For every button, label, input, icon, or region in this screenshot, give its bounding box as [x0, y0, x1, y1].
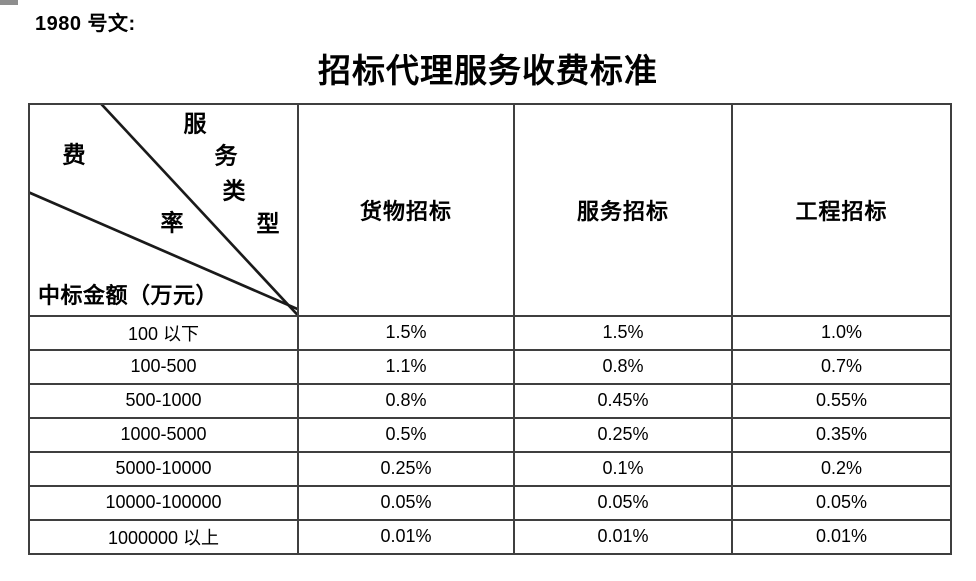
- table-row: 1000000 以上 0.01% 0.01% 0.01%: [28, 518, 952, 556]
- amount-range-cell: 500-1000: [28, 382, 299, 419]
- service-type-char-2: 务: [214, 142, 238, 170]
- amount-range-cell: 1000-5000: [28, 416, 299, 453]
- engineering-rate-cell: 0.2%: [731, 450, 952, 487]
- engineering-rate-cell: 0.01%: [731, 518, 952, 556]
- engineering-rate-cell: 0.35%: [731, 416, 952, 453]
- goods-rate-cell: 0.25%: [297, 450, 515, 487]
- goods-rate-cell: 0.5%: [297, 416, 515, 453]
- table-row: 10000-100000 0.05% 0.05% 0.05%: [28, 484, 952, 521]
- services-rate-cell: 0.25%: [513, 416, 733, 453]
- amount-range-cell: 1000000 以上: [28, 518, 299, 556]
- engineering-rate-cell: 0.55%: [731, 382, 952, 419]
- goods-rate-cell: 0.05%: [297, 484, 515, 521]
- services-rate-cell: 0.45%: [513, 382, 733, 419]
- table-row: 500-1000 0.8% 0.45% 0.55%: [28, 382, 952, 419]
- engineering-rate-cell: 1.0%: [731, 314, 952, 351]
- service-type-char-1: 服: [183, 110, 207, 138]
- table-row: 100-500 1.1% 0.8% 0.7%: [28, 348, 952, 385]
- goods-rate-cell: 0.8%: [297, 382, 515, 419]
- amount-range-cell: 5000-10000: [28, 450, 299, 487]
- diagonal-header-cell: 服 务 类 型 费 率 中标金额（万元）: [28, 103, 299, 317]
- amount-range-cell: 100 以下: [28, 314, 299, 351]
- page-title: 招标代理服务收费标准: [318, 51, 658, 90]
- table-row: 1000-5000 0.5% 0.25% 0.35%: [28, 416, 952, 453]
- column-header-services: 服务招标: [513, 103, 733, 317]
- services-rate-cell: 0.8%: [513, 348, 733, 385]
- fee-standard-table: 服 务 类 型 费 率 中标金额（万元） 货物招标 服务招标 工程招标 100 …: [28, 103, 952, 556]
- services-rate-cell: 1.5%: [513, 314, 733, 351]
- table-row: 100 以下 1.5% 1.5% 1.0%: [28, 314, 952, 351]
- column-header-engineering: 工程招标: [731, 103, 952, 317]
- fee-rate-char-2: 率: [160, 209, 184, 237]
- table-row: 5000-10000 0.25% 0.1% 0.2%: [28, 450, 952, 487]
- services-rate-cell: 0.01%: [513, 518, 733, 556]
- row-axis-label: 中标金额（万元）: [38, 282, 219, 309]
- goods-rate-cell: 1.5%: [297, 314, 515, 351]
- engineering-rate-cell: 0.05%: [731, 484, 952, 521]
- diagonal-header-inner: 服 务 类 型 费 率 中标金额（万元）: [31, 105, 296, 314]
- goods-rate-cell: 1.1%: [297, 348, 515, 385]
- screen-corner-artifact: [0, 0, 18, 5]
- goods-rate-cell: 0.01%: [297, 518, 515, 556]
- column-header-goods: 货物招标: [297, 103, 515, 317]
- amount-range-cell: 100-500: [28, 348, 299, 385]
- services-rate-cell: 0.05%: [513, 484, 733, 521]
- fee-rate-char-1: 费: [62, 141, 86, 169]
- doc-number-label: 1980 号文:: [35, 13, 136, 35]
- service-type-char-4: 型: [256, 210, 280, 238]
- services-rate-cell: 0.1%: [513, 450, 733, 487]
- service-type-char-3: 类: [222, 177, 246, 205]
- engineering-rate-cell: 0.7%: [731, 348, 952, 385]
- table-header-row: 服 务 类 型 费 率 中标金额（万元） 货物招标 服务招标 工程招标: [28, 103, 952, 317]
- diagonal-lines: [31, 105, 296, 314]
- amount-range-cell: 10000-100000: [28, 484, 299, 521]
